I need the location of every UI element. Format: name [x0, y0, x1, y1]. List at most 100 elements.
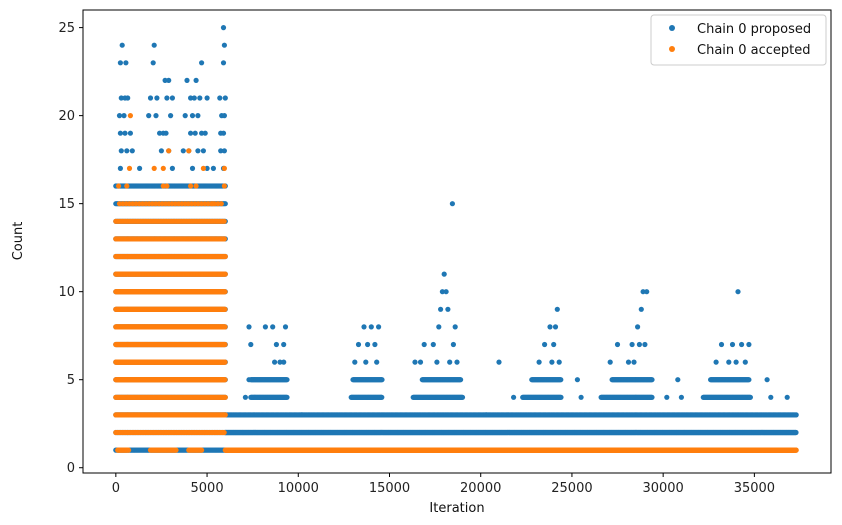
proposed-point	[163, 130, 169, 136]
proposed-point	[449, 201, 455, 207]
proposed-point	[117, 130, 123, 136]
proposed-point	[248, 341, 254, 348]
proposed-point	[118, 148, 124, 154]
proposed-point	[558, 377, 564, 383]
proposed-point	[434, 359, 440, 365]
proposed-point	[127, 130, 133, 136]
proposed-point	[272, 359, 278, 365]
proposed-point	[578, 394, 584, 400]
proposed-point	[447, 359, 453, 365]
proposed-point	[644, 289, 650, 295]
proposed-point	[374, 359, 380, 365]
proposed-point	[188, 130, 194, 136]
proposed-point	[376, 324, 382, 330]
proposed-point	[284, 377, 290, 383]
proposed-point	[222, 95, 228, 101]
proposed-point	[368, 324, 374, 330]
proposed-point	[166, 77, 172, 83]
proposed-point	[189, 113, 196, 119]
proposed-point	[614, 341, 621, 348]
proposed-point	[554, 306, 560, 312]
plot-points	[113, 25, 799, 453]
proposed-point	[169, 95, 175, 101]
proposed-point	[184, 77, 190, 83]
proposed-point	[123, 60, 129, 66]
proposed-point	[742, 359, 748, 365]
proposed-point	[182, 113, 188, 119]
proposed-point	[197, 95, 203, 101]
proposed-point	[281, 359, 287, 365]
proposed-point	[221, 42, 227, 48]
proposed-point	[452, 324, 458, 330]
proposed-point	[412, 359, 418, 365]
proposed-point	[129, 148, 135, 154]
proposed-point	[164, 95, 170, 101]
proposed-point	[363, 359, 369, 365]
proposed-point	[636, 341, 643, 348]
proposed-point	[220, 25, 227, 31]
proposed-point	[417, 359, 424, 365]
proposed-point	[379, 377, 385, 383]
proposed-point	[635, 324, 641, 330]
proposed-point	[195, 113, 201, 119]
proposed-point	[443, 289, 449, 295]
proposed-point	[200, 148, 206, 154]
proposed-point	[221, 148, 227, 154]
proposed-point	[552, 324, 559, 330]
proposed-point	[191, 95, 197, 101]
proposed-point	[729, 341, 736, 348]
proposed-point	[784, 394, 790, 400]
proposed-point	[631, 359, 637, 365]
proposed-point	[222, 201, 228, 207]
proposed-point	[169, 165, 175, 171]
proposed-point	[352, 359, 358, 365]
proposed-point	[536, 359, 542, 365]
proposed-point	[284, 394, 290, 400]
proposed-point	[117, 60, 123, 66]
proposed-point	[436, 324, 442, 330]
proposed-point	[379, 394, 385, 400]
proposed-point	[649, 377, 655, 383]
proposed-point	[459, 394, 466, 400]
proposed-point	[458, 377, 464, 383]
proposed-point	[147, 95, 154, 101]
proposed-point	[421, 341, 427, 348]
proposed-point	[574, 377, 581, 383]
proposed-point	[180, 148, 186, 154]
proposed-point	[607, 359, 613, 365]
proposed-point	[726, 359, 732, 365]
proposed-point	[372, 341, 378, 348]
proposed-point	[441, 271, 447, 277]
proposed-point	[150, 60, 156, 66]
proposed-point	[558, 394, 564, 400]
proposed-point	[125, 95, 131, 101]
proposed-point	[210, 165, 216, 171]
proposed-point	[220, 130, 227, 136]
proposed-point	[625, 359, 632, 365]
proposed-point	[151, 42, 157, 48]
proposed-point	[195, 148, 201, 154]
proposed-point	[496, 359, 502, 365]
proposed-point	[764, 377, 770, 383]
proposed-point	[116, 113, 123, 119]
proposed-point	[355, 341, 362, 348]
proposed-point	[361, 324, 367, 330]
proposed-point	[122, 130, 128, 136]
proposed-point	[158, 148, 164, 154]
proposed-point	[430, 341, 436, 348]
proposed-point	[365, 341, 371, 348]
proposed-point	[664, 394, 670, 400]
proposed-point	[739, 341, 745, 348]
proposed-point	[454, 359, 460, 365]
proposed-point	[281, 341, 287, 348]
proposed-point	[678, 394, 685, 400]
proposed-point	[202, 130, 208, 136]
proposed-point	[718, 341, 725, 348]
proposed-point	[510, 394, 517, 400]
proposed-point	[119, 42, 125, 48]
proposed-point	[262, 324, 268, 330]
proposed-point	[768, 394, 774, 400]
proposed-point	[542, 341, 548, 348]
proposed-point	[438, 306, 444, 312]
proposed-point	[675, 377, 681, 383]
